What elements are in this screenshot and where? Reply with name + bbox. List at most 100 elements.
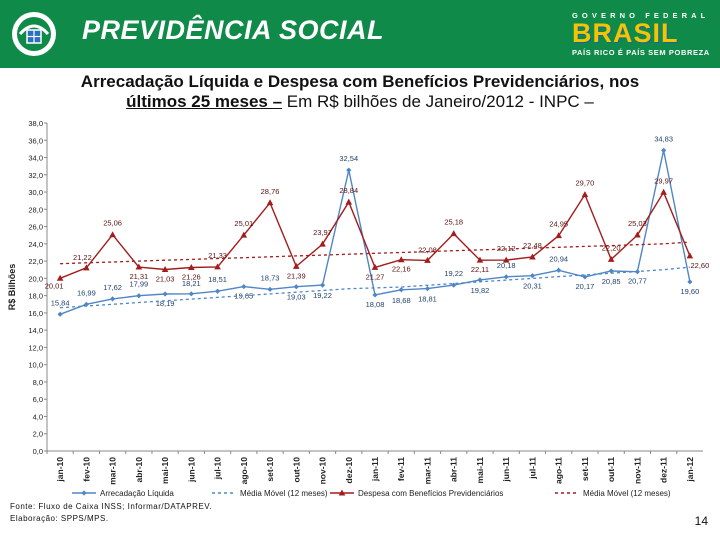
y-axis-title: R$ Bilhões (7, 264, 17, 311)
data-label: 17,99 (129, 280, 148, 289)
data-point (83, 264, 90, 271)
title-line1: Arrecadação Líquida e Despesa com Benefí… (80, 72, 640, 91)
x-tick-label: ago-10 (239, 457, 249, 485)
data-label: 22,11 (471, 265, 489, 274)
data-point (529, 273, 536, 279)
data-point (241, 283, 247, 290)
data-point (581, 191, 589, 198)
data-point (424, 256, 431, 263)
data-point (56, 274, 64, 281)
data-label: 21,33 (208, 251, 227, 260)
y-tick-label: 32,0 (28, 171, 43, 180)
header-banner: PREVIDÊNCIA SOCIAL GOVERNO FEDERAL BRASI… (0, 0, 720, 68)
legend-label: Despesa com Benefícios Previdenciários (358, 489, 503, 498)
x-tick-label: mai-10 (160, 457, 170, 484)
data-point (109, 231, 116, 238)
y-tick-label: 14,0 (28, 326, 43, 335)
data-label: 18,81 (418, 295, 437, 304)
source-note: Fonte: Fluxo de Caixa INSS; Informar/DAT… (10, 501, 212, 525)
data-point (319, 282, 326, 288)
y-tick-label: 38,0 (28, 119, 43, 128)
data-point (292, 262, 300, 269)
x-tick-label: mar-11 (422, 457, 432, 485)
data-label: 25,18 (444, 218, 463, 227)
legend-label: Arrecadação Líquida (100, 489, 174, 498)
y-tick-label: 30,0 (28, 188, 43, 197)
data-point (345, 198, 353, 205)
data-point (477, 277, 483, 283)
data-point (503, 274, 509, 280)
data-label: 19,22 (444, 269, 463, 278)
data-label: 32,54 (339, 154, 358, 163)
data-label: 20,85 (602, 277, 621, 286)
y-tick-label: 12,0 (28, 343, 43, 352)
data-point (582, 274, 588, 280)
data-label: 19,05 (234, 292, 253, 301)
data-point (188, 291, 194, 297)
data-label: 29,70 (576, 179, 595, 188)
data-label: 19,03 (287, 293, 306, 302)
data-label: 18,51 (208, 275, 227, 284)
data-point (502, 256, 510, 263)
data-label: 28,84 (339, 186, 358, 195)
data-point (450, 230, 458, 237)
previdencia-logo-icon (12, 12, 56, 56)
x-tick-label: ago-11 (554, 457, 564, 484)
data-label: 29,97 (654, 176, 673, 185)
x-tick-label: mar-10 (108, 457, 118, 485)
x-tick-label: abr-11 (449, 457, 459, 482)
data-label: 22,60 (690, 261, 709, 270)
data-point (397, 256, 405, 263)
data-label: 18,73 (261, 273, 280, 282)
y-tick-label: 22,0 (28, 257, 43, 266)
data-label: 25,01 (234, 219, 253, 228)
data-point (607, 255, 615, 262)
data-point (161, 265, 169, 272)
y-tick-label: 36,0 (28, 136, 43, 145)
data-point (267, 286, 273, 292)
data-label: 24,95 (549, 220, 568, 229)
data-point (451, 282, 457, 288)
data-point (555, 232, 562, 239)
data-label: 21,22 (73, 253, 92, 262)
y-tick-label: 18,0 (28, 292, 43, 301)
gov-label: GOVERNO FEDERAL (572, 11, 710, 20)
x-tick-label: jan-12 (685, 457, 695, 483)
x-tick-label: fev-11 (396, 457, 406, 481)
data-label: 21,03 (156, 274, 175, 283)
data-label: 18,68 (392, 296, 411, 305)
data-point (214, 263, 221, 270)
data-point (371, 263, 379, 270)
data-label: 20,94 (549, 254, 568, 263)
x-tick-label: dez-10 (344, 457, 354, 484)
x-tick-label: set-10 (265, 457, 275, 482)
data-label: 23,97 (313, 228, 332, 237)
data-point (424, 286, 431, 292)
legend-marker (338, 489, 346, 496)
x-tick-label: nov-11 (632, 457, 642, 484)
data-point (266, 199, 274, 206)
data-label: 20,17 (576, 282, 595, 291)
data-label: 22,08 (418, 245, 437, 254)
x-tick-label: nov-10 (318, 457, 328, 485)
data-label: 22,16 (392, 265, 411, 274)
legend-label: Média Móvel (12 meses) (240, 489, 328, 498)
data-label: 18,19 (156, 299, 175, 308)
legend-marker (81, 490, 87, 496)
data-label: 21,27 (366, 272, 385, 281)
data-point (660, 188, 667, 195)
y-tick-label: 4,0 (33, 412, 43, 421)
data-point (634, 231, 641, 238)
data-label: 20,18 (497, 261, 516, 270)
x-tick-label: jan-10 (55, 457, 65, 483)
data-label: 21,31 (129, 272, 148, 281)
data-label: 18,08 (366, 300, 385, 309)
data-label: 19,22 (313, 291, 332, 300)
brasil-logo-text: BRASIL (572, 18, 679, 48)
page-number: 14 (694, 514, 708, 528)
data-point (110, 296, 116, 302)
x-tick-label: fev-10 (81, 457, 91, 482)
brasil-slogan: PAÍS RICO É PAÍS SEM POBREZA (572, 48, 710, 57)
x-tick-label: set-11 (580, 457, 590, 481)
